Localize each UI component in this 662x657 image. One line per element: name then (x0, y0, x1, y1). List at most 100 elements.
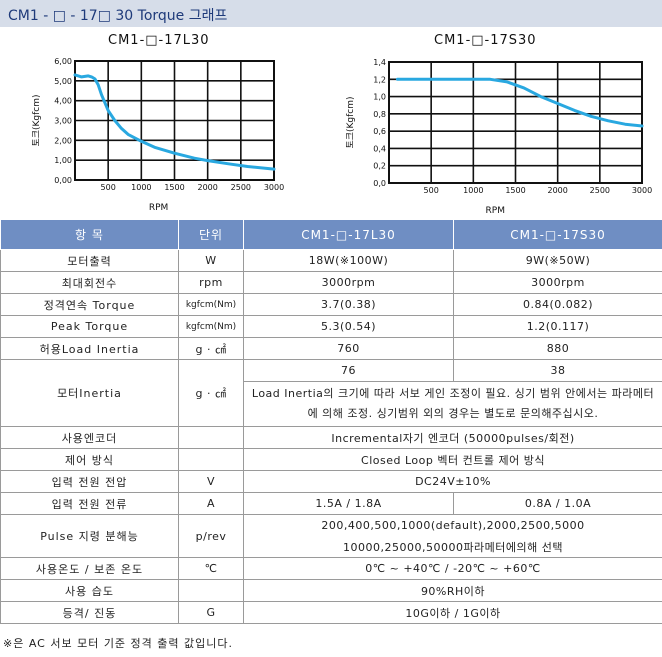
y-tick-label: 6,00 (54, 57, 72, 66)
footnote: ※은 AC 서보 모터 기준 정격 출력 값입니다. (3, 637, 234, 650)
table-row: 입력 전원 전압 V DC24V±10% (0, 470, 662, 493)
header-unit: 단위 (178, 219, 244, 250)
y-tick-label: 4,00 (54, 97, 72, 106)
page-title: CM1 - □ - 17□ 30 Torque 그래프 (8, 8, 228, 24)
row-label: Pulse 지령 분해능 (0, 514, 179, 558)
row-label: 입력 전원 전압 (0, 470, 179, 493)
header-l30: CM1-□-17L30 (243, 219, 454, 250)
value-s30: 38 (453, 359, 662, 382)
row-unit: A (178, 492, 244, 515)
table-row: 제어 방식 Closed Loop 벡터 컨트롤 제어 방식 (0, 448, 662, 471)
value-shared: Incremental자기 엔코더 (50000pulses/회전) (243, 426, 662, 449)
row-label: 등격/ 진동 (0, 601, 179, 624)
y-tick-label: 5,00 (54, 77, 72, 86)
table-row: 사용 습도 90%RH이하 (0, 579, 662, 602)
row-unit: W (178, 249, 244, 272)
spec-table: 항 목 단위 CM1-□-17L30 CM1-□-17S30 모터출력 W 18… (0, 219, 662, 624)
plot-frame (74, 60, 275, 181)
table-row: 사용온도 / 보존 온도 ℃ 0℃ ~ +40℃ / -20℃ ~ +60℃ (0, 557, 662, 580)
value-s30: 0.8A / 1.0A (453, 492, 662, 515)
value-l30: 760 (243, 337, 454, 360)
table-row: 정격연속 Torque kgfcm(Nm) 3.7(0.38) 0.84(0.0… (0, 293, 662, 316)
value-s30: 880 (453, 337, 662, 360)
row-label: 제어 방식 (0, 448, 179, 471)
x-tick-label: 1000 (463, 186, 483, 195)
table-row: 모터Inertia g · ㎠ 76 38 (0, 359, 662, 427)
value-shared: 200,400,500,1000(default),2000,2500,5000 (243, 514, 662, 536)
x-axis-label: RPM (486, 206, 505, 216)
value-s30: 1.2(0.117) (453, 315, 662, 338)
x-tick-label: 2000 (547, 186, 567, 195)
header-bar: CM1 - □ - 17□ 30 Torque 그래프 (0, 0, 662, 27)
table-row: 최대회전수 rpm 3000rpm 3000rpm (0, 271, 662, 294)
row-unit (178, 579, 244, 602)
y-axis-label: 토크(Kgfcm) (346, 96, 356, 148)
y-tick-label: 0,0 (373, 179, 386, 188)
x-tick-label: 2000 (197, 183, 217, 192)
row-label: 입력 전원 전류 (0, 492, 179, 515)
torque-chart-l30: 0,00 1,00 2,00 3,00 4,00 5,00 6,00 500 1000 1500 2… (32, 57, 284, 213)
row-unit: ℃ (178, 557, 244, 580)
value-l30: 3000rpm (243, 271, 454, 294)
table-row: 모터출력 W 18W(※100W) 9W(※50W) (0, 249, 662, 272)
inertia-note: Load Inertia의 크기에 따라 서보 게인 조정이 필요. 싱기 범위… (243, 381, 662, 427)
y-tick-label: 1,00 (54, 156, 72, 165)
chart-title-s30: CM1-□-17S30 (434, 33, 537, 48)
value-l30: 5.3(0.54) (243, 315, 454, 338)
y-tick-label: 0,00 (54, 176, 72, 185)
row-label: 정격연속 Torque (0, 293, 179, 316)
x-tick-label: 1500 (164, 183, 184, 192)
x-tick-label: 2500 (590, 186, 610, 195)
value-shared: Closed Loop 벡터 컨트롤 제어 방식 (243, 448, 662, 471)
value-l30: 1.5A / 1.8A (243, 492, 454, 515)
table-header-row: 항 목 단위 CM1-□-17L30 CM1-□-17S30 (0, 219, 662, 250)
x-tick-label: 1500 (505, 186, 525, 195)
x-tick-label: 500 (101, 183, 116, 192)
value-shared: DC24V±10% (243, 470, 662, 493)
chart-title-l30: CM1-□-17L30 (108, 33, 210, 48)
row-unit (178, 426, 244, 449)
y-tick-label: 2,00 (54, 136, 72, 145)
x-tick-label: 1000 (131, 183, 151, 192)
value-l30: 18W(※100W) (243, 249, 454, 272)
value-shared: 0℃ ~ +40℃ / -20℃ ~ +60℃ (243, 557, 662, 580)
row-label: 모터Inertia (0, 359, 179, 427)
value-shared: 90%RH이하 (243, 579, 662, 602)
plot-frame (388, 61, 643, 184)
y-tick-label: 0,4 (373, 144, 386, 153)
row-unit: kgfcm(Nm) (178, 293, 244, 316)
x-tick-label: 3000 (264, 183, 284, 192)
row-unit (178, 448, 244, 471)
row-label: 최대회전수 (0, 271, 179, 294)
y-tick-label: 0,8 (373, 110, 386, 119)
value-l30: 3.7(0.38) (243, 293, 454, 316)
x-tick-label: 2500 (231, 183, 251, 192)
x-axis-label: RPM (149, 203, 168, 213)
x-tick-label: 3000 (632, 186, 652, 195)
torque-chart-s30: 0,0 0,2 0,4 0,6 0,8 1,0 1,2 1,4 500 1000 1500 2000 2… (346, 58, 652, 216)
row-unit: kgfcm(Nm) (178, 315, 244, 338)
row-unit: rpm (178, 271, 244, 294)
value-s30: 3000rpm (453, 271, 662, 294)
torque-curve-line (395, 77, 644, 128)
table-row: Peak Torque kgfcm(Nm) 5.3(0.54) 1.2(0.11… (0, 315, 662, 338)
y-tick-label: 0,6 (373, 127, 386, 136)
table-row: 등격/ 진동 G 10G이하 / 1G이하 (0, 601, 662, 624)
y-tick-label: 3,00 (54, 117, 72, 126)
row-unit: p/rev (178, 514, 244, 558)
row-label: 사용엔코더 (0, 426, 179, 449)
row-label: 모터출력 (0, 249, 179, 272)
value-shared: 10000,25000,50000파라메터에의해 선택 (243, 536, 662, 558)
header-s30: CM1-□-17S30 (453, 219, 662, 250)
header-item: 항 목 (0, 219, 179, 250)
torque-curve-line (73, 73, 276, 171)
table-row: 입력 전원 전류 A 1.5A / 1.8A 0.8A / 1.0A (0, 492, 662, 515)
row-unit: G (178, 601, 244, 624)
row-label: 사용 습도 (0, 579, 179, 602)
value-l30: 76 (243, 359, 454, 382)
y-tick-label: 1,4 (373, 58, 386, 67)
row-unit: g · ㎠ (178, 337, 244, 360)
table-row: Load Inertia의 크기에 따라 서보 게인 조정이 필요. 싱기 범위… (1, 381, 662, 427)
y-axis-label: 토크(Kgfcm) (32, 94, 42, 146)
value-s30: 9W(※50W) (453, 249, 662, 272)
